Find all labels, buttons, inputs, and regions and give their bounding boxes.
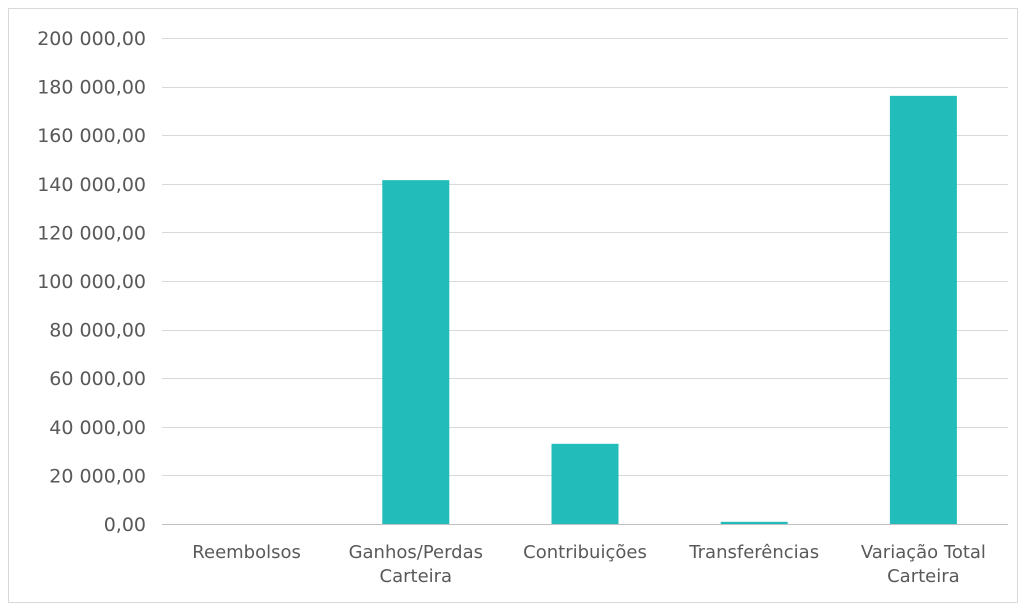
y-tick-label: 140 000,00: [37, 174, 146, 196]
y-tick-label: 20 000,00: [49, 465, 146, 487]
chart-frame: [8, 8, 1018, 603]
y-tick-label: 100 000,00: [37, 271, 146, 293]
y-tick-label: 60 000,00: [49, 368, 146, 390]
x-tick-label: Contribuições: [523, 542, 647, 563]
bar: [889, 95, 957, 525]
y-tick-label: 200 000,00: [37, 28, 146, 50]
x-tick-label: Variação Total: [861, 542, 986, 563]
y-tick-label: 40 000,00: [49, 417, 146, 439]
y-axis-tick-labels: 0,00 20 000,00 40 000,00 60 000,00 80 000,00…: [37, 28, 146, 536]
bar: [720, 521, 788, 524]
x-axis-category-labels: Reembolsos Ganhos/Perdas Carteira Contribui…: [192, 542, 986, 587]
y-tick-label: 180 000,00: [37, 77, 146, 99]
y-tick-label: 0,00: [104, 514, 146, 536]
x-tick-label: Carteira: [887, 566, 960, 587]
bars: [382, 95, 957, 525]
x-tick-label: Reembolsos: [192, 542, 301, 563]
y-tick-label: 120 000,00: [37, 222, 146, 244]
y-tick-label: 160 000,00: [37, 125, 146, 147]
gridlines: [162, 38, 1008, 476]
x-tick-label: Carteira: [380, 566, 453, 587]
bar: [382, 180, 450, 524]
bar: [551, 443, 619, 524]
x-tick-label: Transferências: [688, 542, 819, 563]
y-tick-label: 80 000,00: [49, 320, 146, 342]
x-tick-label: Ganhos/Perdas: [349, 542, 483, 563]
